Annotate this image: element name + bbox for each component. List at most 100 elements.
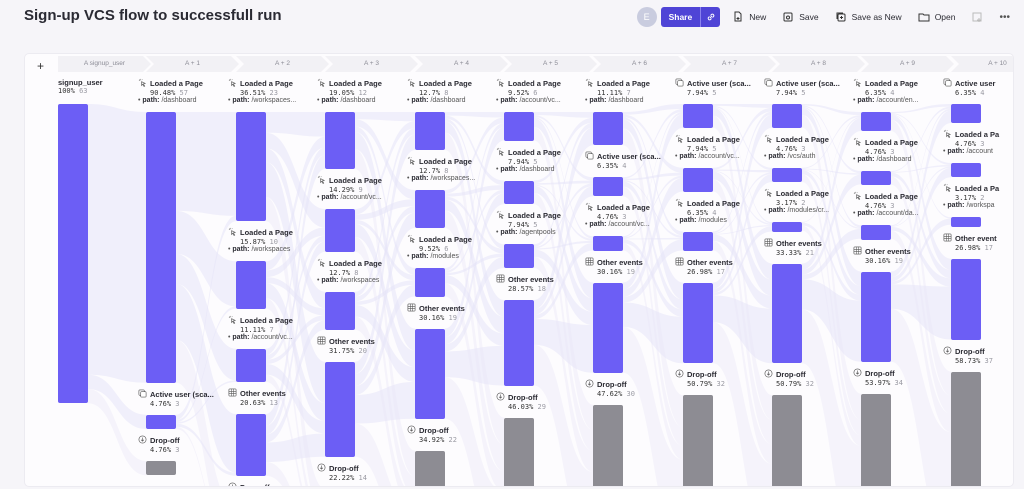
flow-link[interactable]: [623, 181, 683, 310]
flow-link[interactable]: [534, 249, 593, 325]
flow-link[interactable]: [445, 121, 504, 317]
flow-link[interactable]: [355, 119, 415, 200]
flow-link[interactable]: [266, 298, 325, 486]
node-bar[interactable]: [236, 414, 266, 476]
flow-link[interactable]: [355, 381, 415, 424]
flow-link[interactable]: [266, 155, 325, 426]
flow-link[interactable]: [534, 186, 593, 315]
flow-link[interactable]: [445, 345, 504, 386]
node-label[interactable]: Loaded a Page 7.94% 5 • path: /agentpools: [496, 210, 561, 236]
node-label[interactable]: Other events 26.98% 17: [675, 257, 733, 276]
flow-link[interactable]: [713, 104, 772, 108]
node-bar[interactable]: [772, 167, 802, 182]
node-bar[interactable]: [861, 112, 891, 131]
flow-link[interactable]: [534, 116, 593, 239]
flow-link[interactable]: [445, 196, 504, 254]
flow-link[interactable]: [891, 106, 951, 172]
flow-link[interactable]: [534, 112, 593, 118]
flow-link[interactable]: [623, 302, 683, 364]
node-label[interactable]: Active user (sca... 6.35% 4: [585, 151, 661, 170]
step-header-7[interactable]: A + 7: [683, 56, 776, 72]
node-bar[interactable]: [951, 217, 981, 227]
flow-link[interactable]: [534, 192, 593, 451]
node-bar[interactable]: [683, 104, 713, 128]
flow-link[interactable]: [802, 225, 861, 446]
flow-link[interactable]: [534, 240, 593, 250]
flow-link[interactable]: [623, 180, 683, 238]
flow-link[interactable]: [802, 105, 861, 174]
node-bar[interactable]: [772, 263, 802, 364]
flow-link[interactable]: [713, 174, 772, 293]
node-bar[interactable]: [772, 222, 802, 232]
flow-link[interactable]: [713, 295, 772, 364]
node-bar[interactable]: [683, 282, 713, 364]
node-bar[interactable]: [683, 231, 713, 251]
step-header-5[interactable]: A + 5: [504, 56, 597, 72]
dropoff-bar[interactable]: [683, 395, 713, 486]
flow-link[interactable]: [802, 104, 861, 116]
flow-link[interactable]: [891, 230, 951, 433]
node-label[interactable]: Loaded a Page 9.52% 6 • path: /account/vc.…: [496, 78, 561, 104]
node-label[interactable]: Active user (sca... 4.76% 3: [138, 389, 214, 408]
node-label[interactable]: Drop-off 50.79% 32: [675, 369, 725, 388]
flow-link[interactable]: [266, 162, 325, 403]
node-bar[interactable]: [593, 112, 623, 146]
flow-link[interactable]: [88, 374, 146, 429]
node-bar[interactable]: [58, 104, 88, 404]
flow-link[interactable]: [266, 320, 325, 443]
flow-link[interactable]: [802, 170, 861, 295]
flow-link[interactable]: [891, 167, 951, 282]
flow-link[interactable]: [891, 108, 951, 227]
flow-link[interactable]: [534, 180, 593, 185]
flow-link[interactable]: [445, 123, 504, 271]
node-bar[interactable]: [146, 112, 176, 383]
step-header-1[interactable]: A + 1: [146, 56, 239, 72]
flow-link[interactable]: [176, 283, 236, 473]
node-bar[interactable]: [683, 167, 713, 192]
node-bar[interactable]: [146, 414, 176, 429]
flow-link[interactable]: [445, 253, 504, 276]
flow-link[interactable]: [713, 225, 772, 235]
node-bar[interactable]: [415, 112, 445, 150]
flow-link[interactable]: [534, 256, 593, 472]
node-label[interactable]: Drop-off 53.97% 34: [853, 368, 903, 387]
flow-link[interactable]: [802, 116, 861, 223]
flow-link[interactable]: [623, 172, 683, 181]
dropoff-bar[interactable]: [951, 371, 981, 486]
dropoff-bar[interactable]: [593, 404, 623, 486]
flow-link[interactable]: [266, 241, 325, 435]
node-label[interactable]: Other events 20.63% 13: [228, 388, 286, 407]
node-label[interactable]: Loaded a Page 7.94% 5 • path: /account/vc.…: [675, 134, 740, 160]
flow-link[interactable]: [534, 122, 593, 247]
step-header-0[interactable]: A signup_user: [58, 56, 151, 72]
flow-link[interactable]: [534, 242, 593, 319]
node-bar[interactable]: [951, 163, 981, 178]
flow-link[interactable]: [802, 222, 861, 301]
flow-link[interactable]: [534, 127, 593, 310]
flow-link[interactable]: [802, 309, 861, 486]
flow-link[interactable]: [355, 236, 415, 486]
node-label[interactable]: Loaded a Page 12.7% 8 • path: /dashboard: [407, 78, 472, 104]
flow-link[interactable]: [623, 114, 683, 290]
flow-link[interactable]: [802, 106, 861, 228]
step-header-6[interactable]: A + 6: [593, 56, 686, 72]
flow-link[interactable]: [176, 112, 236, 216]
flow-link[interactable]: [266, 374, 325, 486]
flow-link[interactable]: [445, 117, 504, 194]
node-label[interactable]: Drop-off 58.73% 37: [943, 346, 993, 365]
node-label[interactable]: Active user (sca... 7.94% 5: [764, 78, 840, 97]
dropoff-bar[interactable]: [772, 395, 802, 486]
node-bar[interactable]: [504, 180, 534, 205]
flow-link[interactable]: [355, 423, 415, 486]
dropoff-bar[interactable]: [146, 461, 176, 476]
step-header-10[interactable]: A + 10: [951, 56, 1013, 72]
node-label[interactable]: Drop-off 22.22% 14: [317, 463, 367, 482]
flow-link[interactable]: [176, 215, 236, 420]
node-bar[interactable]: [236, 348, 266, 382]
new-button[interactable]: New: [732, 11, 766, 23]
flow-link[interactable]: [713, 234, 772, 309]
node-label[interactable]: Loaded a Page 12.7% 8 • path: /workspaces.…: [407, 156, 475, 182]
flow-link[interactable]: [623, 239, 683, 303]
flow-link[interactable]: [891, 308, 951, 486]
node-label[interactable]: Drop-off 47.62% 30: [585, 379, 635, 398]
